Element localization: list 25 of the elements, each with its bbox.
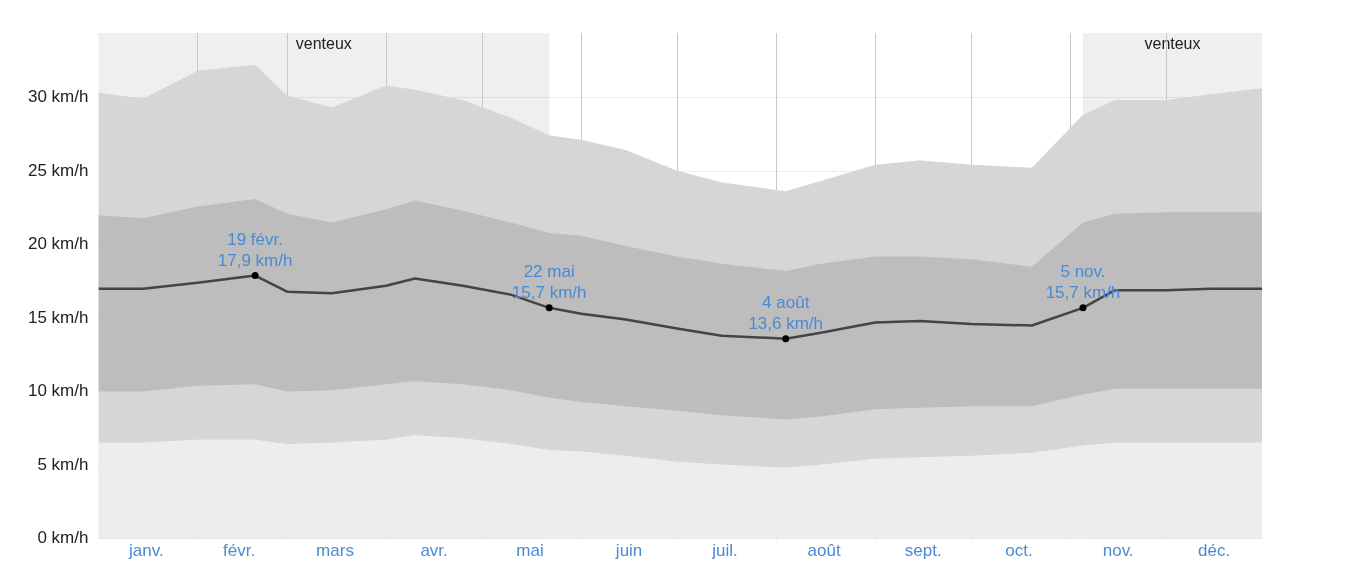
- y-tick-label: 20 km/h: [27, 234, 89, 254]
- annotation: 5 nov. 15,7 km/h: [1045, 261, 1121, 302]
- annotation: 19 févr. 17,9 km/h: [217, 229, 293, 270]
- y-tick-label: 0 km/h: [37, 528, 89, 548]
- annotation: 4 août 13,6 km/h: [748, 292, 824, 333]
- x-tick-label: déc.: [1197, 541, 1231, 561]
- x-tick-label: juil.: [711, 541, 738, 561]
- band-label: venteux: [295, 35, 352, 53]
- y-tick-label: 15 km/h: [27, 307, 89, 327]
- annotation: 22 mai 15,7 km/h: [511, 261, 587, 302]
- x-tick-label: juin: [614, 541, 643, 561]
- y-tick-label: 10 km/h: [27, 381, 89, 401]
- x-tick-label: mars: [316, 541, 354, 561]
- x-tick-label: janv.: [128, 541, 164, 561]
- y-tick-label: 5 km/h: [37, 454, 89, 474]
- x-tick-label: févr.: [223, 541, 256, 561]
- y-tick-label: 25 km/h: [27, 160, 89, 180]
- x-tick-label: sept.: [904, 541, 942, 561]
- x-tick-label: mai: [516, 541, 544, 561]
- x-tick-label: août: [807, 541, 841, 561]
- band-label: venteux: [1144, 35, 1201, 53]
- x-tick-label: oct.: [1005, 541, 1033, 561]
- y-tick-label: 30 km/h: [27, 87, 89, 107]
- x-tick-label: nov.: [1102, 541, 1134, 561]
- x-tick-label: avr.: [420, 541, 448, 561]
